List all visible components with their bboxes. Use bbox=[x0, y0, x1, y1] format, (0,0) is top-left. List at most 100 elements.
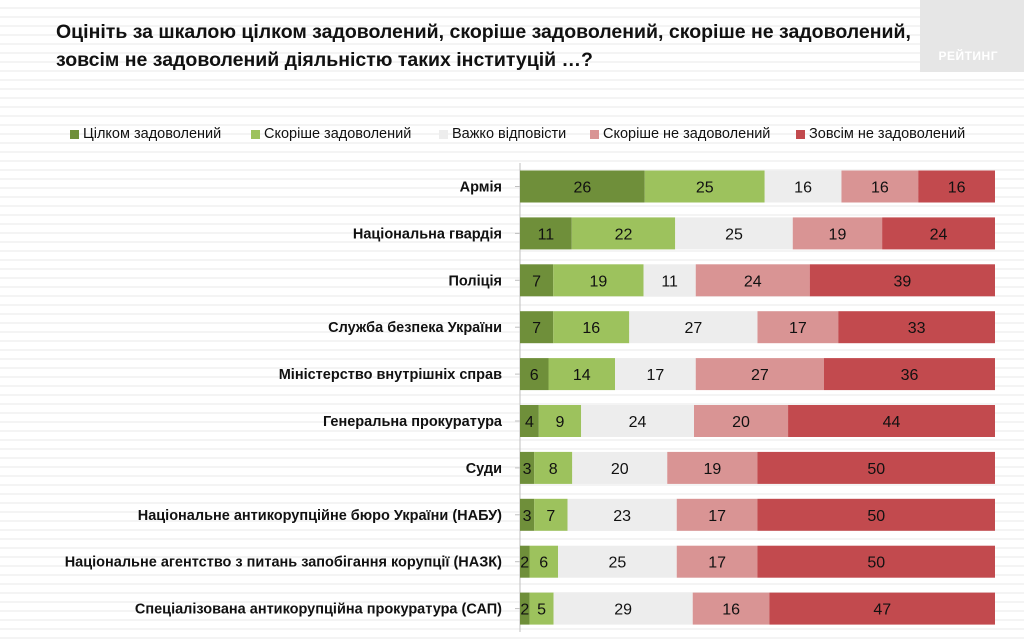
bar-segment-rather-satisfied bbox=[534, 498, 568, 531]
legend-item-hard-to-say: Важко відповісти bbox=[439, 124, 566, 144]
data-label-totally-dissatisfied: 39 bbox=[893, 273, 911, 290]
legend-label-rather-dissatisfied: Скоріше не задоволений bbox=[603, 126, 771, 142]
bar-segment-totally-dissatisfied bbox=[918, 170, 995, 203]
bar-segment-rather-satisfied bbox=[644, 170, 765, 203]
bar-segment-rather-dissatisfied bbox=[792, 217, 883, 250]
bar-segment-hard-to-say bbox=[643, 264, 696, 297]
bar-segment-rather-satisfied bbox=[534, 451, 573, 484]
data-label-fully-satisfied: 7 bbox=[532, 273, 541, 290]
bar-segment-fully-satisfied bbox=[520, 311, 554, 344]
legend-item-rather-dissatisfied: Скоріше не задоволений bbox=[590, 124, 770, 144]
data-label-rather-dissatisfied: 16 bbox=[722, 602, 740, 619]
bar-segment-rather-dissatisfied bbox=[695, 358, 824, 391]
legend-swatch-hard-to-say bbox=[439, 129, 448, 139]
bar-segment-rather-satisfied bbox=[548, 358, 615, 391]
data-label-fully-satisfied: 2 bbox=[520, 555, 529, 572]
category-label: Армія bbox=[460, 180, 502, 196]
data-label-rather-dissatisfied: 17 bbox=[789, 320, 807, 337]
bar-segment-hard-to-say bbox=[615, 358, 696, 391]
data-label-rather-dissatisfied: 17 bbox=[708, 555, 726, 572]
legend-label-fully-satisfied: Цілком задоволений bbox=[83, 126, 222, 142]
legend-label-rather-satisfied: Скоріше задоволений bbox=[264, 126, 412, 142]
bar-segment-fully-satisfied bbox=[520, 592, 530, 625]
bar-segment-totally-dissatisfied bbox=[788, 405, 995, 437]
chart-legend: Цілком задоволений Скоріше задоволений В… bbox=[0, 124, 1024, 144]
legend-swatch-totally-dissatisfied bbox=[796, 129, 805, 139]
bar-segment-rather-satisfied bbox=[553, 264, 644, 297]
bar-segment-rather-satisfied bbox=[571, 217, 676, 250]
category-label: Національна гвардія bbox=[353, 226, 502, 242]
bar-segment-hard-to-say bbox=[553, 592, 693, 625]
data-label-hard-to-say: 24 bbox=[629, 414, 647, 431]
legend-item-fully-satisfied: Цілком задоволений bbox=[70, 124, 221, 144]
legend-item-totally-dissatisfied: Зовсім не задоволений bbox=[796, 124, 965, 144]
data-label-rather-dissatisfied: 27 bbox=[751, 367, 769, 384]
category-label: Національне антикорупційне бюро України … bbox=[138, 508, 502, 524]
bar-segment-totally-dissatisfied bbox=[757, 451, 995, 484]
bar-segment-totally-dissatisfied bbox=[769, 592, 995, 625]
data-label-rather-dissatisfied: 16 bbox=[871, 180, 889, 197]
category-label: Генеральна прокуратура bbox=[323, 414, 503, 430]
data-label-rather-satisfied: 25 bbox=[696, 180, 714, 197]
bar-segment-fully-satisfied bbox=[520, 264, 554, 297]
bar-segment-rather-dissatisfied bbox=[695, 264, 810, 297]
bar-segment-hard-to-say bbox=[581, 405, 695, 437]
category-label: Міністерство внутрішніх справ bbox=[279, 367, 502, 383]
data-label-rather-dissatisfied: 17 bbox=[708, 508, 726, 525]
data-label-totally-dissatisfied: 47 bbox=[873, 602, 891, 619]
data-label-totally-dissatisfied: 50 bbox=[867, 508, 885, 525]
bar-segment-hard-to-say bbox=[558, 545, 677, 578]
data-label-totally-dissatisfied: 36 bbox=[901, 367, 919, 384]
bar-segment-rather-satisfied bbox=[538, 405, 582, 437]
chart-title-line-1: Оцініть за шкалою цілком задоволений, ск… bbox=[56, 21, 911, 43]
bar-segment-rather-dissatisfied bbox=[694, 405, 789, 437]
data-label-totally-dissatisfied: 16 bbox=[948, 180, 966, 197]
bar-segment-hard-to-say bbox=[764, 170, 842, 203]
legend-item-rather-satisfied: Скоріше задоволений bbox=[251, 124, 411, 144]
chart-title: Оцініть за шкалою цілком задоволений, ск… bbox=[56, 18, 916, 74]
bar-segment-rather-dissatisfied bbox=[676, 545, 758, 578]
bar-segment-fully-satisfied bbox=[520, 358, 549, 391]
data-label-fully-satisfied: 6 bbox=[530, 367, 539, 384]
bar-segment-hard-to-say bbox=[567, 498, 677, 531]
legend-swatch-rather-dissatisfied bbox=[590, 129, 599, 139]
data-label-hard-to-say: 16 bbox=[794, 180, 812, 197]
data-label-hard-to-say: 11 bbox=[661, 273, 678, 290]
data-label-rather-dissatisfied: 20 bbox=[732, 414, 750, 431]
bar-segment-rather-dissatisfied bbox=[841, 170, 919, 203]
bar-segment-totally-dissatisfied bbox=[809, 264, 995, 297]
data-label-hard-to-say: 27 bbox=[684, 320, 702, 337]
bar-segment-hard-to-say bbox=[629, 311, 758, 344]
bar-segment-fully-satisfied bbox=[520, 217, 572, 250]
data-label-hard-to-say: 20 bbox=[611, 461, 629, 478]
data-label-rather-satisfied: 7 bbox=[546, 508, 555, 525]
data-label-fully-satisfied: 26 bbox=[573, 180, 591, 197]
category-label: Спеціалізована антикорупційна прокуратур… bbox=[135, 602, 502, 618]
bar-segment-rather-satisfied bbox=[529, 545, 558, 578]
data-label-hard-to-say: 25 bbox=[725, 226, 743, 243]
bar-segment-fully-satisfied bbox=[520, 545, 530, 578]
data-label-fully-satisfied: 2 bbox=[520, 602, 529, 619]
category-label: Поліція bbox=[448, 273, 502, 289]
bar-segment-rather-dissatisfied bbox=[757, 311, 839, 344]
data-label-fully-satisfied: 7 bbox=[532, 320, 541, 337]
data-label-rather-satisfied: 9 bbox=[556, 414, 565, 431]
data-label-rather-satisfied: 14 bbox=[573, 367, 591, 384]
bar-segment-fully-satisfied bbox=[520, 451, 535, 484]
data-label-fully-satisfied: 11 bbox=[538, 226, 555, 243]
legend-label-hard-to-say: Важко відповісти bbox=[452, 126, 567, 142]
legend-label-totally-dissatisfied: Зовсім не задоволений bbox=[809, 126, 966, 142]
data-label-rather-satisfied: 6 bbox=[539, 555, 548, 572]
bar-segment-totally-dissatisfied bbox=[757, 545, 995, 578]
data-label-fully-satisfied: 4 bbox=[525, 414, 534, 431]
data-label-totally-dissatisfied: 50 bbox=[867, 555, 885, 572]
bar-segment-rather-satisfied bbox=[553, 311, 630, 344]
data-label-rather-dissatisfied: 19 bbox=[703, 461, 721, 478]
bar-segment-rather-dissatisfied bbox=[692, 592, 770, 625]
data-label-rather-satisfied: 19 bbox=[589, 273, 607, 290]
bar-segment-fully-satisfied bbox=[520, 405, 539, 437]
rating-logo-text: РЕЙТИНГ bbox=[938, 49, 998, 63]
bar-segment-totally-dissatisfied bbox=[882, 217, 995, 250]
data-label-totally-dissatisfied: 44 bbox=[883, 414, 901, 431]
bar-segment-fully-satisfied bbox=[520, 170, 645, 203]
